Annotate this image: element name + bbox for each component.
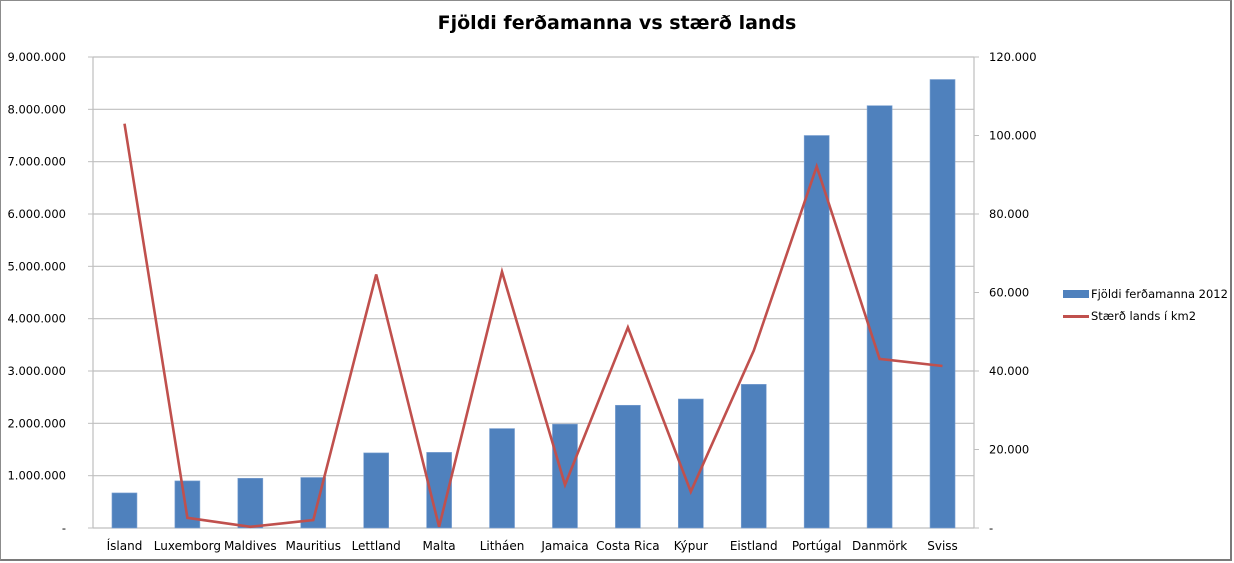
- right-tick-label: -: [989, 521, 993, 535]
- left-tick-label: 1.000.000: [7, 469, 66, 483]
- legend-label-area: Stærð lands í km2: [1091, 309, 1197, 323]
- bar: [803, 135, 830, 529]
- category-label: Luxemborg: [154, 539, 221, 553]
- bar-swatch-icon: [1063, 290, 1089, 298]
- left-tick-label: 2.000.000: [7, 416, 66, 430]
- right-tick-label: 40.000: [989, 364, 1029, 378]
- left-tick-label: 6.000.000: [7, 207, 66, 221]
- bar: [237, 477, 264, 529]
- category-label: Danmörk: [852, 539, 907, 553]
- bar: [678, 398, 704, 529]
- left-tick-label: 4.000.000: [7, 312, 66, 326]
- gridlines: [93, 56, 974, 529]
- left-y-axis: - 1.000.000 2.000.000 3.000.000 4.000.000 5.0…: [7, 50, 94, 535]
- right-tick-label: 20.000: [989, 443, 1029, 457]
- legend: Fjöldi ferðamanna 2012 Stærð lands í km2: [1063, 283, 1228, 327]
- category-label: Costa Rica: [596, 539, 659, 553]
- category-label: Ísland: [107, 538, 143, 553]
- category-label: Malta: [423, 539, 456, 553]
- bar: [174, 480, 201, 529]
- bar: [615, 404, 641, 529]
- bar: [111, 492, 138, 529]
- bar: [489, 428, 515, 529]
- chart-title: Fjöldi ferðamanna vs stærð lands: [437, 12, 797, 34]
- right-y-axis: - 20.000 40.000 60.000 80.000 100.000 120.000: [973, 50, 1037, 535]
- legend-label-tourists: Fjöldi ferðamanna 2012: [1091, 287, 1228, 301]
- category-label: Kýpur: [674, 539, 708, 553]
- left-tick-label: 7.000.000: [7, 155, 66, 169]
- legend-item-tourists: Fjöldi ferðamanna 2012: [1063, 283, 1228, 305]
- left-tick-label: 9.000.000: [7, 50, 66, 64]
- left-tick-label: 8.000.000: [7, 102, 66, 116]
- area-line: [123, 123, 943, 529]
- bar: [363, 452, 389, 529]
- bar: [552, 423, 578, 529]
- category-label: Maldives: [224, 539, 277, 553]
- bar: [866, 105, 893, 529]
- right-tick-label: 100.000: [989, 129, 1037, 143]
- category-label: Litháen: [480, 539, 525, 553]
- left-tick-label: 3.000.000: [7, 364, 66, 378]
- left-tick-label: -: [62, 521, 66, 535]
- category-label: Lettland: [352, 539, 401, 553]
- category-label: Mauritius: [286, 539, 341, 553]
- left-tick-label: 5.000.000: [7, 259, 66, 273]
- right-tick-label: 60.000: [989, 286, 1029, 300]
- right-tick-label: 80.000: [989, 207, 1029, 221]
- category-label: Eistland: [730, 539, 778, 553]
- line-series-area: [123, 123, 943, 529]
- legend-item-area: Stærð lands í km2: [1063, 305, 1228, 327]
- line-swatch-icon: [1063, 314, 1089, 318]
- category-label: Sviss: [927, 539, 958, 553]
- right-tick-label: 120.000: [989, 50, 1037, 64]
- x-axis-labels: Ísland Luxemborg Maldives Mauritius Lettland…: [107, 538, 958, 553]
- category-label: Portúgal: [792, 539, 842, 553]
- bar-series-tourists: [111, 79, 956, 529]
- bar: [929, 79, 956, 529]
- bar: [740, 384, 767, 529]
- category-label: Jamaica: [540, 539, 588, 553]
